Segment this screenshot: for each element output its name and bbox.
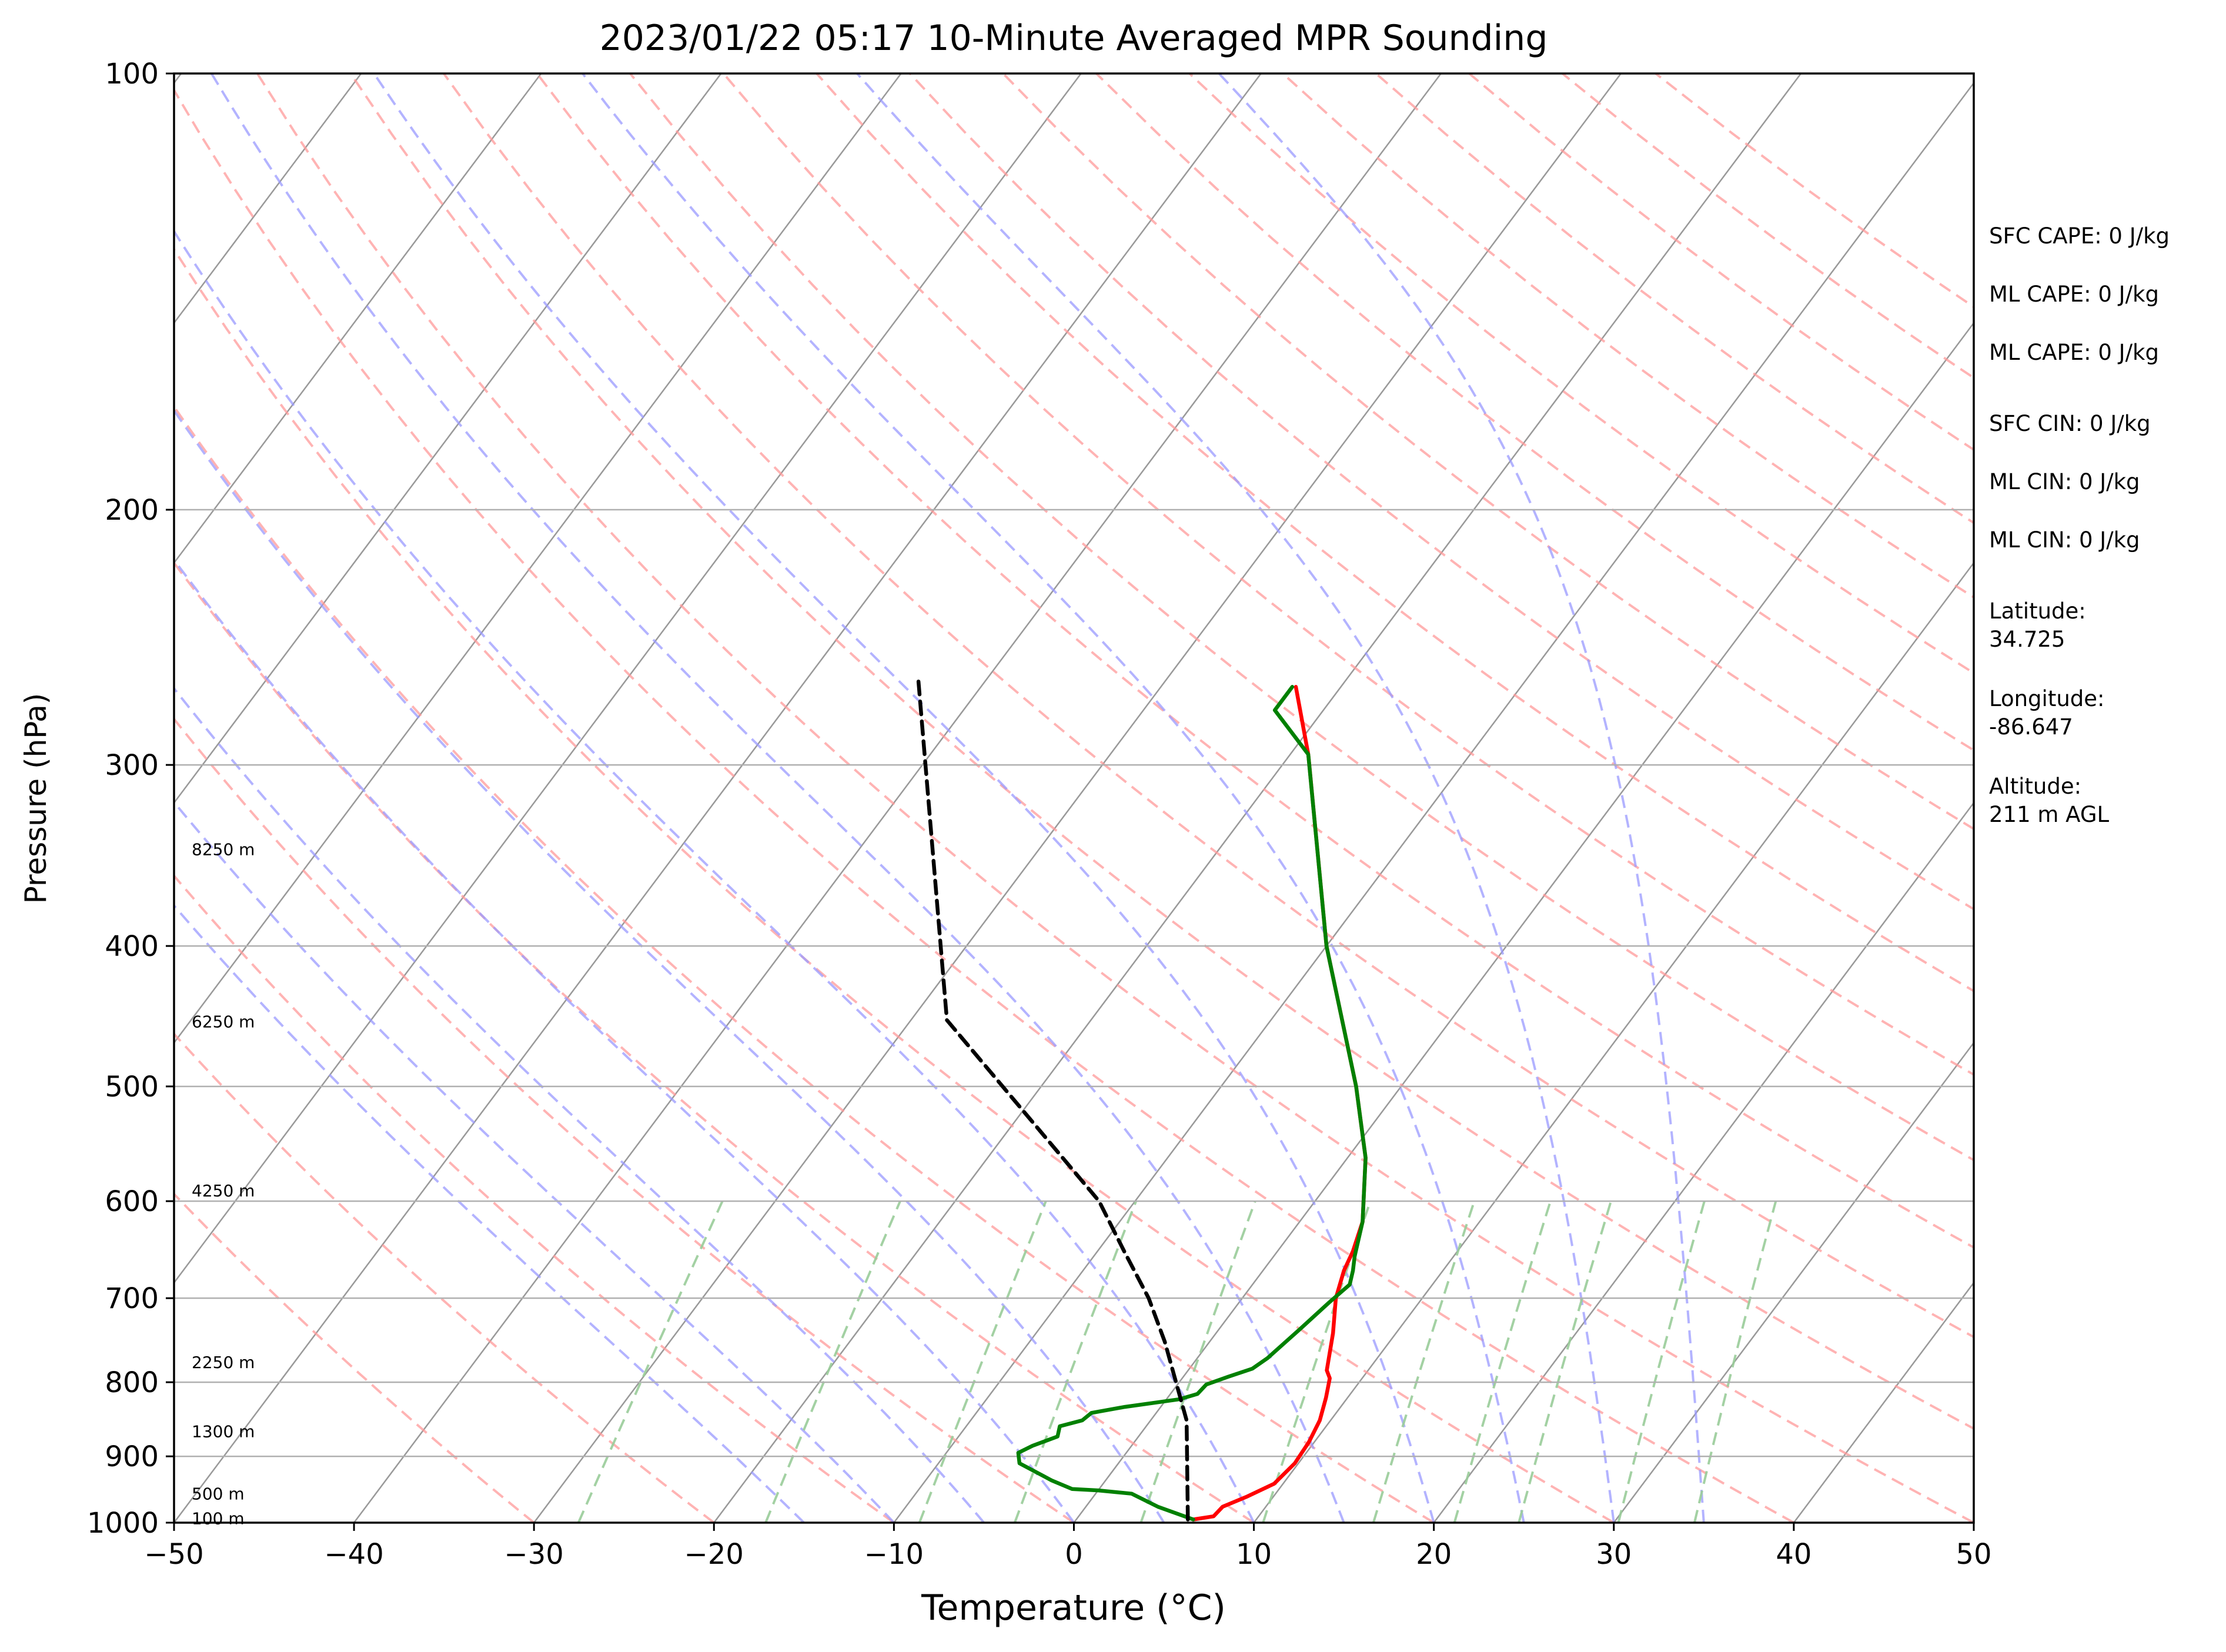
x-tick-label: 50 <box>1956 1538 1991 1571</box>
x-tick-label: 40 <box>1776 1538 1811 1571</box>
moist-adiabat <box>174 904 805 1523</box>
dry-adiabat <box>536 73 1974 1249</box>
moist-adiabat <box>856 73 1615 1523</box>
dry-adiabat <box>174 561 1255 1523</box>
y-axis-ticks: 1000 900 800 700 600 500 400 300 200 100 <box>87 58 174 1540</box>
dry-adiabat <box>629 73 1974 1162</box>
sfc-cape-text: SFC CAPE: 0 J/kg <box>1989 223 2170 249</box>
altitude-text: Altitude: 211 m AGL <box>1989 774 2110 827</box>
dry-adiabat <box>174 88 1794 1523</box>
moist-adiabat <box>174 408 1165 1523</box>
x-tick-label: −20 <box>684 1538 744 1571</box>
isotherm-line <box>1613 1041 1974 1523</box>
height-label: 100 m <box>192 1509 245 1528</box>
y-tick-label: 700 <box>105 1282 159 1315</box>
isotherm-line <box>174 73 362 325</box>
sfc-cin-text: SFC CIN: 0 J/kg <box>1989 411 2151 436</box>
isotherm-line <box>713 73 1802 1523</box>
y-tick-label: 1000 <box>87 1507 159 1540</box>
isotherm-line <box>533 73 1622 1523</box>
x-tick-label: 30 <box>1596 1538 1632 1571</box>
moist-adiabat <box>174 800 895 1523</box>
ml-cape-text-2: ML CAPE: 0 J/kg <box>1989 340 2159 365</box>
moist-adiabat <box>174 229 1255 1523</box>
height-label: 2250 m <box>192 1353 255 1372</box>
chart-title: 2023/01/22 05:17 10-Minute Averaged MPR … <box>600 18 1548 59</box>
dry-adiabat <box>1095 73 1974 752</box>
dry-adiabat <box>256 73 1974 1523</box>
y-tick-label: 500 <box>105 1071 159 1103</box>
x-tick-label: −50 <box>144 1538 203 1571</box>
dry-adiabat <box>174 247 1615 1523</box>
moist-adiabat <box>210 73 1345 1523</box>
x-tick-label: −10 <box>864 1538 924 1571</box>
x-tick-label: 10 <box>1236 1538 1272 1571</box>
y-tick-label: 800 <box>105 1366 159 1399</box>
x-axis-ticks: −50 −40 −30 −20 −10 0 10 20 30 40 50 <box>144 1523 1992 1571</box>
longitude-text: Longitude: -86.647 <box>1989 686 2105 740</box>
x-tick-label: −40 <box>324 1538 383 1571</box>
dry-adiabat <box>174 404 1435 1523</box>
dry-adiabat <box>443 73 1974 1339</box>
moist-adiabat <box>1218 73 1705 1523</box>
dry-adiabat <box>349 73 1974 1430</box>
y-tick-label: 600 <box>105 1185 159 1218</box>
ml-cin-text-2: ML CIN: 0 J/kg <box>1989 527 2140 553</box>
parcel-path-line <box>915 673 1190 1521</box>
isotherm-line <box>174 73 1082 1284</box>
moist-adiabat <box>581 73 1525 1523</box>
moist-adiabat <box>174 558 1075 1523</box>
y-tick-label: 400 <box>105 930 159 963</box>
height-label: 4250 m <box>192 1181 255 1200</box>
ml-cin-text: ML CIN: 0 J/kg <box>1989 469 2140 494</box>
isotherm-line <box>1433 801 1974 1523</box>
profile-series <box>915 673 1368 1521</box>
dry-adiabat <box>174 874 895 1523</box>
isotherm-line <box>174 73 722 804</box>
y-tick-label: 300 <box>105 749 159 782</box>
isotherm-line <box>174 73 1262 1523</box>
height-label: 1300 m <box>192 1422 255 1442</box>
dry-adiabat <box>1002 73 1974 831</box>
isotherm-line <box>893 82 1974 1523</box>
height-labels: 8250 m 6250 m 4250 m 2250 m 1300 m 500 m 100 m <box>192 840 255 1529</box>
y-tick-label: 100 <box>105 58 159 91</box>
moist-adiabat <box>373 73 1435 1523</box>
x-tick-label: 20 <box>1416 1538 1452 1571</box>
isotherm-line <box>1253 561 1974 1523</box>
ml-cape-text: ML CAPE: 0 J/kg <box>1989 282 2159 307</box>
background-lines <box>174 73 1974 1523</box>
height-label: 500 m <box>192 1484 245 1504</box>
isotherm-line <box>353 73 1442 1523</box>
dewpoint-profile-line <box>1016 685 1368 1521</box>
y-tick-label: 200 <box>105 494 159 527</box>
y-axis-label: Pressure (hPa) <box>19 693 53 904</box>
x-tick-label: −30 <box>504 1538 564 1571</box>
dry-adiabat <box>174 1032 715 1523</box>
dry-adiabat <box>815 73 1974 992</box>
mixing-ratio-line <box>577 1200 724 1523</box>
isotherm-line <box>1073 322 1974 1523</box>
latitude-text: Latitude: 34.725 <box>1989 598 2086 652</box>
x-tick-label: 0 <box>1065 1538 1083 1571</box>
isotherm-line <box>174 73 902 1044</box>
x-axis-label: Temperature (°C) <box>921 1587 1226 1628</box>
isotherm-line <box>174 73 542 564</box>
height-label: 6250 m <box>192 1012 255 1032</box>
height-label: 8250 m <box>192 840 255 860</box>
y-tick-label: 900 <box>105 1440 159 1473</box>
